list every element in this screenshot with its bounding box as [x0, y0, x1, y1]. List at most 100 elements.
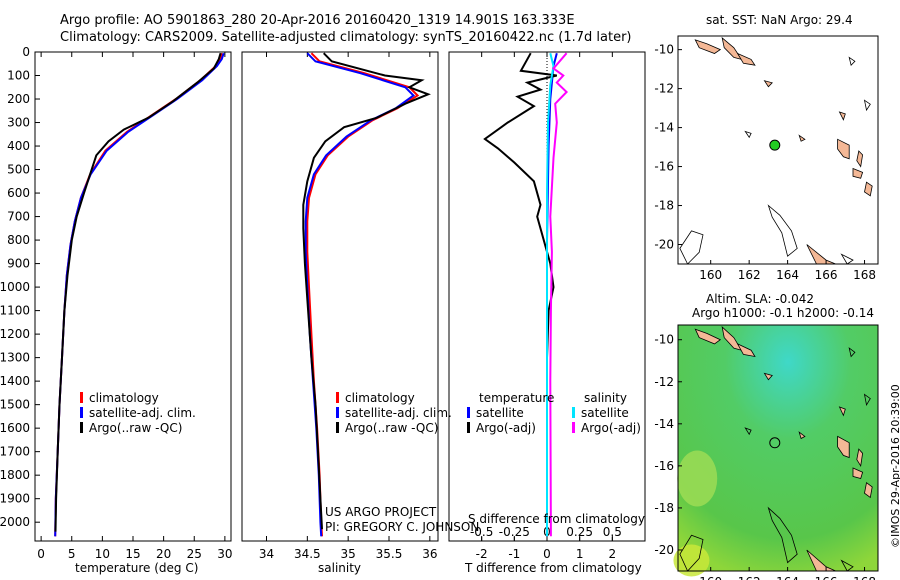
imos-watermark: ©IMOS 29-Apr-2016 20:39:00 [889, 384, 900, 548]
bathymetry-contour [840, 253, 854, 265]
map-y-tick-label: -18 [654, 199, 674, 213]
sla-map: 160 162 164 166 168 -10 -12 -14 -16 -18 -20 [654, 324, 879, 580]
series-line [302, 52, 431, 530]
legend-item-sal-argo: Argo(-adj) [572, 421, 641, 436]
map-y-tick-label: -10 [654, 333, 674, 347]
map-x-tick-label: 166 [815, 268, 838, 282]
y-tick-label: 400 [7, 139, 30, 153]
island [763, 80, 773, 88]
difference-xlabel: T difference from climatology [465, 561, 642, 575]
legend-title-salinity: salinity [584, 391, 628, 405]
sla-map-title-2: Argo h1000: -0.1 h2000: -0.14 [692, 306, 874, 320]
y-tick-label: 700 [7, 210, 30, 224]
x-tick-label: 5 [68, 547, 76, 561]
island [736, 343, 756, 358]
bathymetry-contour [744, 130, 752, 139]
map-y-tick-label: -18 [654, 501, 674, 515]
map-x-tick-label: 164 [776, 575, 799, 580]
y-tick-label: 800 [7, 233, 30, 247]
difference-legend-temperature: temperature satellite Argo(-adj) [467, 391, 554, 436]
x-tick-label: 36 [422, 547, 437, 561]
series-line [54, 52, 222, 532]
map-y-tick-label: -14 [654, 417, 674, 431]
island [838, 111, 846, 121]
island [852, 467, 864, 479]
island [721, 326, 743, 351]
bathymetry-contour [840, 559, 854, 572]
x-tick-label: 25 [187, 547, 202, 561]
difference-x2label: S difference from climatology [468, 512, 645, 526]
island [856, 448, 864, 468]
bathymetry-contour [679, 230, 704, 265]
y-tick-label: 1600 [0, 421, 30, 435]
island [763, 372, 773, 381]
legend-item-argo: Argo(..raw -QC) [80, 421, 196, 436]
x-tick-label: 30 [217, 547, 232, 561]
legend-item-satellite: satellite-adj. clim. [80, 406, 196, 421]
legend-item-temp-satellite: satellite [467, 406, 554, 421]
island [856, 150, 864, 168]
salinity-xlabel: salinity [318, 561, 362, 575]
y-tick-label: 1000 [0, 280, 30, 294]
y-tick-label: 600 [7, 186, 30, 200]
bathymetry-contour [848, 56, 856, 66]
x-tick-label: 2 [609, 547, 617, 561]
map-y-tick-label: -10 [654, 43, 674, 57]
temperature-frame [34, 51, 232, 542]
map-y-tick-label: -16 [654, 459, 674, 473]
island [721, 36, 743, 61]
y-tick-label: 200 [7, 92, 30, 106]
island [798, 431, 806, 440]
series-line [483, 52, 558, 532]
legend-item-climatology: climatology [336, 391, 452, 406]
bathymetry-contour [848, 347, 856, 358]
island [864, 181, 873, 197]
map-x-tick-label: 160 [699, 575, 722, 580]
series-line [546, 52, 555, 537]
x-tick-label: 20 [156, 547, 171, 561]
x-tick-label: 0 [37, 547, 45, 561]
sst-map: 160 162 164 166 168 -10 -12 -14 -16 -18 -20 [654, 35, 879, 282]
map-y-tick-label: -12 [654, 375, 674, 389]
y-tick-label: 1100 [0, 304, 30, 318]
y-tick-label: 1900 [0, 492, 30, 506]
map-x-tick-label: 160 [699, 268, 722, 282]
map-x-tick-label: 164 [776, 268, 799, 282]
legend-item-sal-satellite: satellite [572, 406, 641, 421]
salinity-plot: 34 34.5 35 35.5 36 [241, 51, 439, 561]
temperature-legend: climatology satellite-adj. clim. Argo(..… [80, 391, 196, 436]
island [838, 406, 846, 417]
map-y-tick-label: -16 [654, 160, 674, 174]
bathymetry-contour [767, 204, 798, 257]
x2-tick-label: -0.25 [499, 525, 530, 539]
map-y-tick-label: -20 [654, 543, 674, 557]
y-tick-label: 1300 [0, 351, 30, 365]
y-tick-label: 1800 [0, 468, 30, 482]
legend-title-temperature: temperature [479, 391, 555, 405]
x-tick-label: 15 [125, 547, 140, 561]
argo-float-marker [769, 437, 781, 449]
bathymetry-contour [767, 506, 798, 564]
map-y-tick-label: -12 [654, 82, 674, 96]
legend-item-argo: Argo(..raw -QC) [336, 421, 452, 436]
legend-item-climatology: climatology [80, 391, 196, 406]
map-y-tick-label: -20 [654, 238, 674, 252]
island [798, 134, 806, 142]
map-y-tick-label: -14 [654, 121, 674, 135]
project-line-2: PI: GREGORY C. JOHNSON [325, 520, 480, 534]
title-line-1: Argo profile: AO 5901863_280 20-Apr-2016… [60, 13, 575, 28]
bathymetry-contour [863, 393, 871, 407]
bathymetry-contour [744, 427, 752, 436]
x-tick-label: 0 [543, 547, 551, 561]
x-tick-label: -2 [476, 547, 488, 561]
x-tick-label: 34.5 [294, 547, 321, 561]
argo-float-marker [769, 139, 781, 151]
legend-item-satellite: satellite-adj. clim. [336, 406, 452, 421]
map-frame [677, 35, 879, 265]
sla-anomaly [673, 544, 710, 577]
x-tick-label: 35 [341, 547, 356, 561]
x-tick-label: 1 [576, 547, 584, 561]
island [694, 328, 722, 345]
